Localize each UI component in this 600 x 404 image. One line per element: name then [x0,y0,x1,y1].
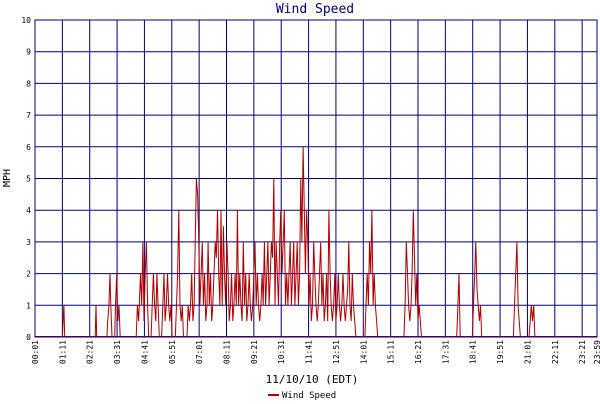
x-tick-label: 14:01 [359,340,368,364]
x-tick-label: 17:31 [441,340,450,364]
x-tick-label: 09:21 [250,340,259,364]
legend-label: Wind Speed [282,391,336,400]
x-tick-label: 18:41 [469,340,478,364]
legend: Wind Speed [268,391,336,401]
y-tick-label: 7 [26,111,31,120]
x-tick-label: 03:31 [113,340,122,364]
x-tick-label: 23:21 [578,340,587,364]
y-tick-label: 1 [26,301,31,310]
x-tick-label: 07:01 [195,340,204,364]
x-tick-label: 01:11 [58,340,67,364]
x-tick-label: 05:51 [168,340,177,364]
x-tick-label: 23:59 [593,340,600,364]
y-tick-label: 3 [26,238,31,247]
y-tick-label: 9 [26,48,31,57]
y-tick-label: 5 [26,175,31,184]
x-tick-label: 02:21 [86,340,95,364]
x-tick-label: 21:01 [523,340,532,364]
x-tick-label: 22:11 [551,340,560,364]
y-axis-ticks: 0 1 2 3 4 5 6 7 8 9 10 [21,16,31,342]
y-tick-label: 10 [21,16,31,25]
wind-speed-series-line [61,146,536,338]
x-tick-label: 10:31 [277,340,286,364]
x-tick-label: 08:11 [223,340,232,364]
x-tick-label: 00:01 [31,340,40,364]
x-tick-label: 12:51 [332,340,341,364]
x-tick-label: 16:21 [414,340,423,364]
x-tick-label: 11:41 [305,340,314,364]
y-tick-label: 4 [26,206,31,215]
x-tick-label: 15:11 [387,340,396,364]
y-tick-label: 8 [26,79,31,88]
x-tick-label: 04:41 [140,340,149,364]
grid-lines [34,19,598,338]
y-tick-label: 6 [26,143,31,152]
y-tick-label: 2 [26,270,31,279]
x-tick-label: 19:51 [496,340,505,364]
y-tick-label: 0 [26,333,31,342]
chart-title: Wind Speed [276,2,354,17]
x-axis-ticks: 00:01 01:11 02:21 03:31 04:41 05:51 07:01 08:11… [31,340,600,364]
x-axis-label: 11/10/10 (EDT) [266,373,359,386]
plot-frame [34,19,598,338]
y-axis-label: MPH [2,169,13,187]
